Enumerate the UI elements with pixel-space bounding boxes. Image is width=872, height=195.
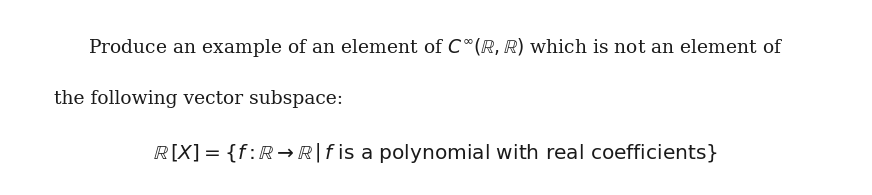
Text: Produce an example of an element of $C^{\infty}(\mathbb{R}, \mathbb{R})$ which i: Produce an example of an element of $C^{… [88, 36, 784, 59]
Text: the following vector subspace:: the following vector subspace: [54, 90, 343, 108]
Text: $\mathbb{R}\,[X] = \left\{f : \mathbb{R} \to \mathbb{R}\,\middle|\, f \text{ is : $\mathbb{R}\,[X] = \left\{f : \mathbb{R}… [153, 141, 719, 165]
